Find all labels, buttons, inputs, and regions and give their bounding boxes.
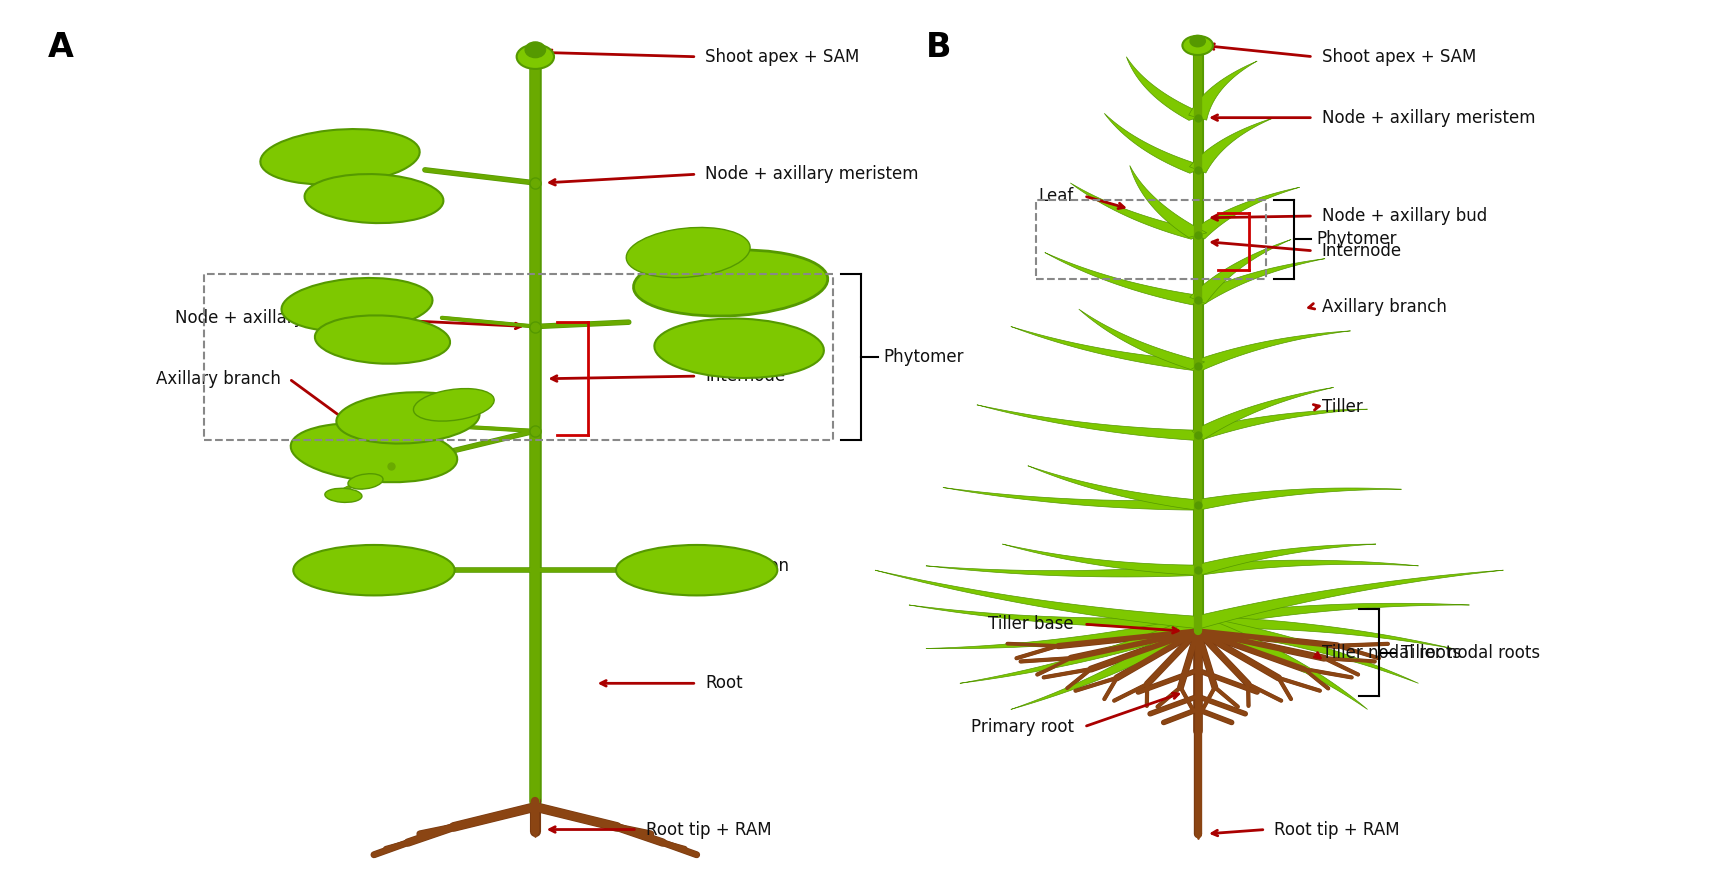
Text: Cotyledon: Cotyledon [705,557,788,575]
Polygon shape [1010,327,1200,370]
Text: Axillary branch: Axillary branch [156,369,281,388]
Polygon shape [1001,544,1200,575]
Ellipse shape [281,278,433,331]
Text: Axillary branch: Axillary branch [1322,297,1446,315]
Polygon shape [1195,488,1401,510]
Text: Node + axillary meristem: Node + axillary meristem [705,165,918,183]
Polygon shape [1103,114,1205,173]
Ellipse shape [655,319,823,378]
Polygon shape [1070,183,1204,239]
Ellipse shape [634,250,828,316]
Text: Shoot apex + SAM: Shoot apex + SAM [705,48,859,66]
Polygon shape [1192,258,1325,305]
Text: Node + axillary bud: Node + axillary bud [1322,207,1486,225]
Polygon shape [942,488,1199,510]
Text: Tiller nodal roots: Tiller nodal roots [1401,644,1540,662]
Ellipse shape [336,392,480,444]
Text: Phytomer: Phytomer [883,348,963,366]
Polygon shape [1190,187,1299,239]
Ellipse shape [315,315,450,364]
Ellipse shape [324,488,362,503]
Text: Shoot apex + SAM: Shoot apex + SAM [1322,48,1476,66]
Polygon shape [1193,570,1503,628]
Ellipse shape [615,545,778,596]
Ellipse shape [291,424,457,482]
Polygon shape [875,570,1200,628]
Polygon shape [1188,240,1290,304]
Polygon shape [1193,331,1349,370]
Polygon shape [1195,616,1451,648]
Polygon shape [1197,560,1417,575]
Text: Root: Root [705,674,743,693]
Text: Tiller: Tiller [1322,399,1361,416]
Polygon shape [1193,544,1375,575]
Ellipse shape [293,545,454,596]
Polygon shape [1188,61,1256,120]
Ellipse shape [1181,36,1212,55]
Text: Internode: Internode [705,367,785,385]
Text: Primary root: Primary root [970,718,1074,736]
Text: Leaf: Leaf [705,266,740,283]
Polygon shape [1192,617,1417,684]
Polygon shape [960,617,1202,684]
Polygon shape [1129,165,1205,237]
Ellipse shape [525,42,546,58]
Text: Leaf: Leaf [1037,187,1074,205]
Polygon shape [1027,466,1202,510]
Ellipse shape [305,174,443,223]
Polygon shape [1192,387,1334,440]
Polygon shape [977,405,1200,440]
Polygon shape [925,616,1199,648]
Text: Root tip + RAM: Root tip + RAM [1273,821,1399,838]
Polygon shape [1193,409,1367,440]
Ellipse shape [516,44,554,69]
Polygon shape [1195,603,1469,629]
Ellipse shape [625,227,750,278]
Text: Phytomer: Phytomer [1316,231,1396,249]
Text: A: A [48,30,74,64]
Ellipse shape [260,129,419,185]
Text: B: B [925,30,951,64]
Ellipse shape [414,389,494,421]
Polygon shape [1188,118,1273,173]
Polygon shape [1126,57,1205,121]
Text: Internode: Internode [1322,242,1401,260]
Text: Node + axillary meristem: Node + axillary meristem [1322,108,1535,127]
Text: Tiller base: Tiller base [987,615,1074,633]
Polygon shape [1044,252,1202,305]
Polygon shape [908,605,1199,629]
Text: Root tip + RAM: Root tip + RAM [646,821,771,838]
Text: Tiller nodal roots: Tiller nodal roots [1322,644,1460,662]
Ellipse shape [1190,36,1205,47]
Polygon shape [1077,309,1204,369]
Text: Node + axillary bud: Node + axillary bud [175,309,339,327]
Polygon shape [1188,618,1367,710]
Polygon shape [1010,618,1205,710]
Polygon shape [925,565,1197,577]
Ellipse shape [348,473,383,489]
